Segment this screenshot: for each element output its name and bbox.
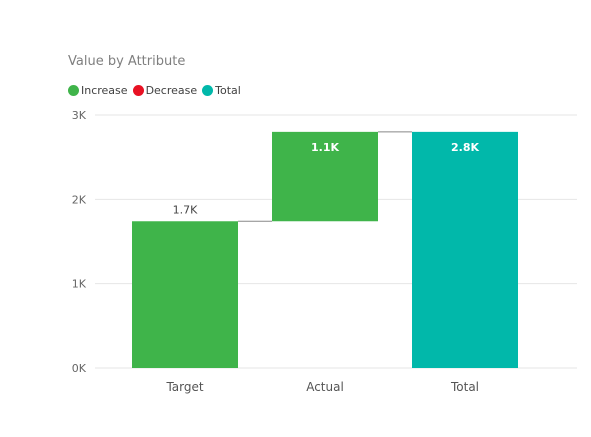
x-tick-label: Target (165, 380, 203, 394)
legend: Increase Decrease Total (68, 84, 246, 97)
legend-item-increase[interactable]: Increase (68, 84, 128, 97)
data-label: 2.8K (451, 141, 479, 154)
legend-marker-increase (68, 85, 79, 96)
y-tick-label: 3K (72, 109, 87, 122)
legend-item-total[interactable]: Total (202, 84, 241, 97)
legend-label-decrease: Decrease (145, 84, 198, 97)
legend-item-decrease[interactable]: Decrease (132, 84, 198, 97)
legend-marker-total (202, 85, 214, 96)
legend-label-increase: Increase (81, 84, 128, 97)
y-tick-label: 2K (72, 193, 87, 206)
x-tick-label: Total (450, 380, 479, 394)
y-tick-label: 0K (72, 362, 87, 375)
bar-target (132, 221, 238, 368)
y-tick-label: 1K (72, 278, 87, 291)
bar-total (412, 131, 518, 368)
data-label: 1.1K (311, 141, 339, 154)
legend-marker-decrease (132, 85, 144, 96)
chart-title: Value by Attribute (68, 54, 186, 69)
legend-label-total: Total (215, 84, 241, 97)
x-tick-label: Actual (306, 380, 344, 394)
data-label: 1.7K (173, 203, 198, 216)
bar-actual (272, 131, 378, 222)
